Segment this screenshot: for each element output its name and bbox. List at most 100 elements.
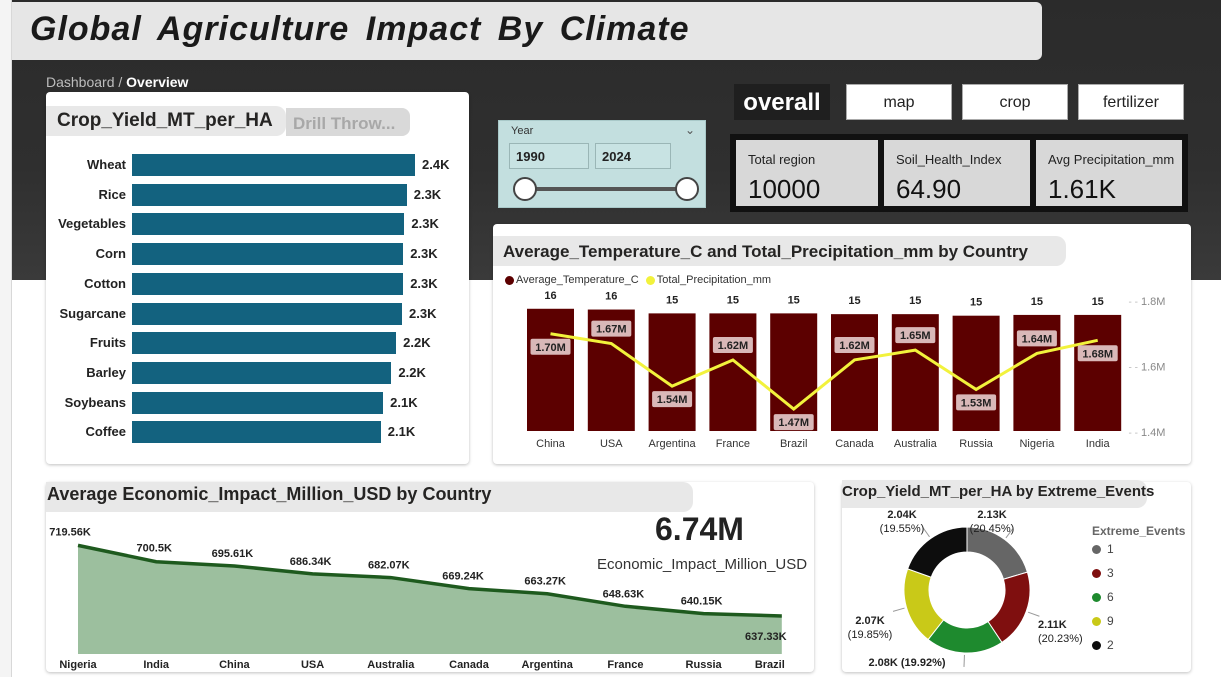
bar-category-label: Rice bbox=[98, 186, 126, 202]
year-from-input[interactable]: 1990 bbox=[509, 143, 589, 169]
crop-yield-bar[interactable] bbox=[132, 272, 404, 295]
legend-swatch bbox=[1092, 641, 1101, 651]
overall-page-button[interactable]: overall bbox=[734, 84, 830, 120]
x-tick-label: Russia bbox=[686, 659, 723, 671]
legend-swatch bbox=[1092, 569, 1101, 579]
economic-data-label: 637.33K bbox=[745, 631, 787, 643]
extreme-events-legend: 1 3 6 9 2 bbox=[1092, 542, 1182, 658]
card-title-background bbox=[46, 106, 286, 136]
donut-slice[interactable] bbox=[907, 526, 968, 578]
temperature-bar[interactable] bbox=[1074, 314, 1122, 431]
legend-swatch bbox=[1092, 617, 1101, 627]
bar-category-label: Coffee bbox=[85, 424, 126, 440]
card-title-background bbox=[842, 480, 1147, 508]
economic-data-label: 686.34K bbox=[290, 556, 332, 568]
precipitation-label-bg bbox=[956, 394, 997, 411]
legend-label: 6 bbox=[1107, 590, 1114, 604]
fertilizer-page-button[interactable]: fertilizer bbox=[1078, 84, 1184, 120]
economic-line[interactable] bbox=[77, 543, 782, 618]
temp-precip-legend: Average_Temperature_C Total_Precipitatio… bbox=[505, 274, 771, 286]
temperature-bar[interactable] bbox=[770, 313, 818, 431]
kpi-soil-health: Soil_Health_Index 64.90 bbox=[884, 140, 1030, 206]
bar-data-label: 2.3K bbox=[410, 246, 438, 262]
x-tick-label: India bbox=[1086, 438, 1111, 450]
crop-yield-bar[interactable] bbox=[132, 421, 381, 444]
economic-area-chart: 719.56K Nigeria 700.5K India 695.61K China 686… bbox=[49, 526, 787, 671]
donut-data-label: (19.85%) bbox=[848, 629, 893, 641]
kpi-label: Total region bbox=[748, 152, 816, 167]
chevron-down-icon[interactable]: ⌄ bbox=[684, 123, 695, 137]
donut-leader-line bbox=[922, 526, 930, 538]
year-slicer[interactable]: Year ⌄ 1990 2024 bbox=[498, 120, 706, 208]
precipitation-data-label: 1.65M bbox=[900, 330, 931, 342]
economic-area-fill bbox=[78, 545, 782, 654]
temperature-data-label: 16 bbox=[605, 291, 617, 303]
slider-track[interactable] bbox=[525, 187, 687, 191]
precipitation-data-label: 1.62M bbox=[839, 340, 870, 352]
temperature-bar[interactable] bbox=[952, 315, 1000, 431]
donut-data-label: (20.45%) bbox=[970, 523, 1015, 535]
bar-data-label: 2.2K bbox=[398, 364, 426, 380]
precipitation-label-bg bbox=[712, 336, 753, 353]
temperature-data-label: 15 bbox=[848, 295, 860, 307]
crop-yield-bar[interactable] bbox=[132, 391, 384, 414]
card-title-background bbox=[46, 482, 693, 512]
kpi-value: 64.90 bbox=[896, 174, 962, 204]
x-tick-label: France bbox=[607, 659, 643, 671]
legend-item[interactable]: 2 bbox=[1092, 638, 1114, 652]
crop-yield-bar[interactable] bbox=[132, 332, 397, 355]
crop-yield-bar[interactable] bbox=[132, 302, 403, 325]
x-tick-label: Russia bbox=[959, 438, 994, 450]
x-tick-label: Argentina bbox=[522, 659, 574, 671]
crop-yield-bar[interactable] bbox=[132, 183, 407, 206]
bar-category-label: Wheat bbox=[87, 157, 126, 172]
precipitation-label-bg bbox=[834, 336, 875, 353]
kpi-avg-precipitation: Avg Precipitation_mm 1.61K bbox=[1036, 140, 1182, 206]
left-edge-strip bbox=[0, 0, 12, 677]
year-to-input[interactable]: 2024 bbox=[595, 143, 671, 169]
precipitation-data-label: 1.64M bbox=[1022, 333, 1053, 345]
crop-yield-bar[interactable] bbox=[132, 154, 415, 176]
extreme-events-donut-chart: 2.13K (20.45%) 2.11K (20.23%) 2.08K (19.92%)… bbox=[848, 509, 1083, 669]
legend-item[interactable]: 3 bbox=[1092, 566, 1114, 580]
breadcrumb: Dashboard / Overview bbox=[46, 74, 188, 90]
precipitation-label-bg bbox=[773, 414, 814, 431]
x-tick-label: China bbox=[219, 659, 250, 671]
y2-tick-mark: - - bbox=[1129, 297, 1138, 308]
precipitation-data-label: 1.62M bbox=[718, 340, 749, 352]
precipitation-data-label: 1.54M bbox=[657, 394, 688, 406]
breadcrumb-current: Overview bbox=[126, 74, 189, 90]
bar-data-label: 2.3K bbox=[411, 216, 439, 232]
legend-item[interactable]: 1 bbox=[1092, 542, 1114, 556]
y2-tick-label: 1.8M bbox=[1141, 296, 1165, 308]
temperature-bar[interactable] bbox=[648, 313, 696, 431]
crop-yield-bar[interactable] bbox=[132, 243, 404, 266]
temperature-data-label: 15 bbox=[727, 294, 739, 306]
bar-category-label: Cotton bbox=[84, 275, 126, 291]
donut-data-label: (19.55%) bbox=[880, 523, 925, 535]
crop-yield-bar[interactable] bbox=[132, 361, 392, 384]
precipitation-label-bg bbox=[652, 391, 693, 408]
breadcrumb-dashboard-link[interactable]: Dashboard bbox=[46, 74, 115, 90]
legend-item[interactable]: 6 bbox=[1092, 590, 1114, 604]
map-page-button[interactable]: map bbox=[846, 84, 952, 120]
precipitation-data-label: 1.68M bbox=[1082, 348, 1113, 360]
economic-total-label: Economic_Impact_Million_USD bbox=[597, 556, 808, 573]
bar-category-label: Sugarcane bbox=[59, 305, 126, 321]
economic-data-label: 648.63K bbox=[603, 588, 645, 600]
bar-category-label: Vegetables bbox=[58, 216, 126, 232]
drill-through-button[interactable]: Drill Throw... bbox=[286, 108, 410, 136]
slider-handle-end[interactable] bbox=[675, 177, 699, 201]
y2-tick-mark: - - bbox=[1129, 363, 1138, 374]
temperature-bar[interactable] bbox=[527, 308, 574, 431]
legend-item[interactable]: 9 bbox=[1092, 614, 1114, 628]
x-tick-label: India bbox=[143, 659, 170, 671]
economic-data-label: 669.24K bbox=[442, 571, 484, 583]
crop-page-button[interactable]: crop bbox=[962, 84, 1068, 120]
kpi-label: Avg Precipitation_mm bbox=[1048, 152, 1175, 167]
slider-handle-start[interactable] bbox=[513, 177, 537, 201]
precipitation-line[interactable] bbox=[550, 332, 1099, 412]
crop-yield-bar[interactable] bbox=[132, 213, 405, 236]
precipitation-data-label: 1.47M bbox=[778, 417, 809, 429]
temperature-data-label: 16 bbox=[544, 290, 556, 302]
